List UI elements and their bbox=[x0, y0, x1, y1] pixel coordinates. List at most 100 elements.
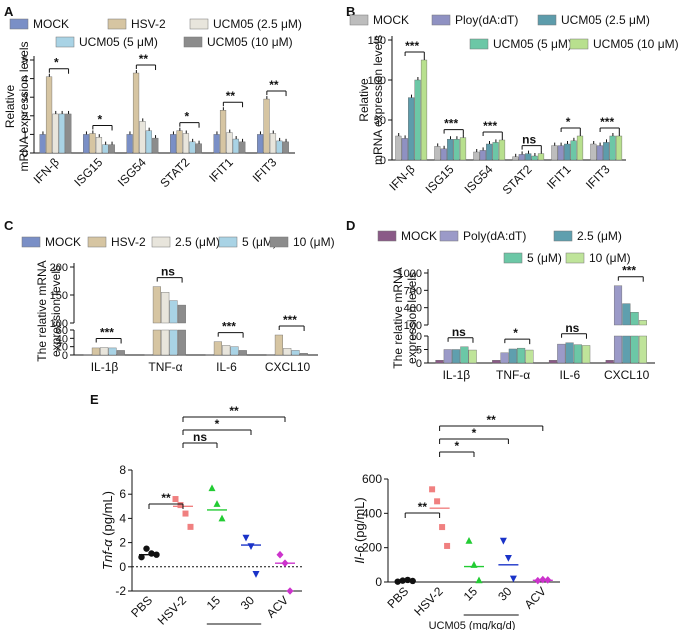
bar bbox=[557, 145, 564, 161]
bar bbox=[222, 345, 231, 356]
x-tick-label: PBS bbox=[384, 584, 411, 611]
x-tick-label: IL-1β bbox=[443, 368, 471, 382]
legend-c-label: 10 (μM) bbox=[293, 235, 335, 249]
x-tick-label: ACV bbox=[522, 584, 549, 611]
bar-lower-segment bbox=[613, 335, 623, 364]
bar bbox=[564, 143, 571, 161]
data-point bbox=[138, 553, 145, 561]
y-tick-label: 0 bbox=[62, 350, 68, 362]
x-tick-label: ISG54 bbox=[462, 162, 496, 196]
legend-d-label: 2.5 (μM) bbox=[577, 229, 622, 243]
bar bbox=[486, 143, 493, 161]
bar-lower-segment bbox=[161, 329, 170, 356]
legend-b-swatch bbox=[431, 14, 451, 26]
bar bbox=[230, 346, 239, 356]
x-tick-label: STAT2 bbox=[500, 162, 535, 197]
significance-label: ns bbox=[161, 265, 175, 279]
y-axis-title: The relative mRNA bbox=[391, 267, 405, 368]
x-tick-label: IFIT3 bbox=[250, 155, 280, 185]
significance-label: ** bbox=[139, 52, 149, 66]
bar bbox=[573, 344, 582, 364]
bar bbox=[195, 143, 202, 154]
significance-label: * bbox=[98, 112, 103, 126]
x-tick-label: STAT2 bbox=[157, 155, 192, 190]
bar bbox=[152, 137, 159, 154]
bar bbox=[152, 286, 161, 324]
y-tick-label: 400 bbox=[404, 303, 422, 315]
data-point bbox=[499, 537, 507, 545]
bar bbox=[100, 347, 109, 356]
y-axis-title: mRNA expression levels bbox=[17, 41, 31, 171]
legend-a-label: MOCK bbox=[33, 17, 69, 31]
bar bbox=[605, 360, 614, 364]
y-tick-label: 150 bbox=[368, 35, 386, 47]
y-tick-label: 5 bbox=[22, 55, 28, 67]
x-tick-label: IL-6 bbox=[216, 360, 237, 374]
bar bbox=[590, 143, 597, 161]
y-tick-label: 100 bbox=[50, 318, 68, 330]
x-tick-label: IFN-β bbox=[31, 155, 62, 186]
bar bbox=[170, 134, 177, 154]
bar bbox=[238, 350, 247, 356]
significance-label: * bbox=[513, 326, 518, 340]
x-tick-label: 15 bbox=[204, 593, 224, 613]
legend-c-swatch bbox=[218, 236, 238, 248]
data-point bbox=[172, 496, 179, 503]
legend-d-swatch bbox=[439, 230, 459, 242]
bar bbox=[116, 350, 125, 356]
bar bbox=[582, 345, 591, 364]
bar bbox=[548, 360, 558, 364]
y-tick-label: 0 bbox=[375, 575, 382, 589]
legend-b-label: UCM05 (10 μM) bbox=[593, 37, 679, 51]
significance-label: *** bbox=[222, 320, 236, 334]
bar bbox=[565, 342, 574, 364]
group-label: UCM05 (mg/kg/d) bbox=[429, 620, 516, 630]
y-axis-title: Relative bbox=[3, 85, 17, 129]
y-axis-title-gene: Il-6 bbox=[352, 545, 367, 564]
bar bbox=[420, 59, 428, 161]
legend-a-swatch bbox=[107, 18, 127, 30]
data-point bbox=[182, 510, 189, 517]
legend-d-swatch bbox=[553, 230, 573, 242]
significance-label: * bbox=[454, 439, 459, 453]
legend-d-swatch bbox=[503, 252, 523, 264]
bar bbox=[269, 133, 277, 154]
y-tick-label: 3 bbox=[22, 92, 28, 104]
bar bbox=[39, 134, 46, 154]
x-tick-label: ISG54 bbox=[115, 155, 149, 189]
legend-a-label: UCM05 (5 μM) bbox=[79, 35, 158, 49]
legend-b-swatch bbox=[469, 38, 489, 50]
bar bbox=[176, 130, 183, 154]
y-tick-label: 200 bbox=[362, 541, 382, 555]
significance-label: ** bbox=[269, 78, 279, 92]
bar bbox=[213, 341, 222, 356]
data-point bbox=[286, 587, 294, 595]
x-tick-label: HSV-2 bbox=[155, 593, 190, 628]
bar-lower-segment bbox=[169, 329, 178, 356]
bar bbox=[460, 346, 469, 364]
data-point bbox=[252, 571, 260, 578]
y-tick-label: 10 bbox=[410, 331, 422, 343]
legend-a-label: HSV-2 bbox=[131, 17, 166, 31]
bar bbox=[89, 133, 96, 154]
bar bbox=[274, 334, 283, 356]
y-tick-label: -2 bbox=[115, 584, 126, 598]
x-tick-label: 30 bbox=[238, 593, 258, 613]
bar bbox=[440, 148, 447, 161]
legend-b-swatch bbox=[349, 14, 369, 26]
bar bbox=[408, 97, 415, 161]
panel-letter-c: C bbox=[4, 218, 14, 233]
data-point bbox=[177, 502, 184, 509]
x-tick-label: 15 bbox=[461, 584, 481, 604]
panel-letter-e: E bbox=[90, 392, 99, 407]
legend-b-label: Ploy(dA:dT) bbox=[455, 13, 518, 27]
y-tick-label: 60 bbox=[56, 325, 68, 337]
x-tick-label: ISG15 bbox=[423, 162, 457, 196]
bar bbox=[283, 348, 292, 356]
bar bbox=[596, 145, 603, 161]
bar bbox=[291, 350, 300, 356]
data-point bbox=[187, 523, 194, 530]
bar bbox=[434, 146, 441, 161]
legend-b-label: MOCK bbox=[373, 13, 409, 27]
legend-c-swatch bbox=[269, 236, 289, 248]
